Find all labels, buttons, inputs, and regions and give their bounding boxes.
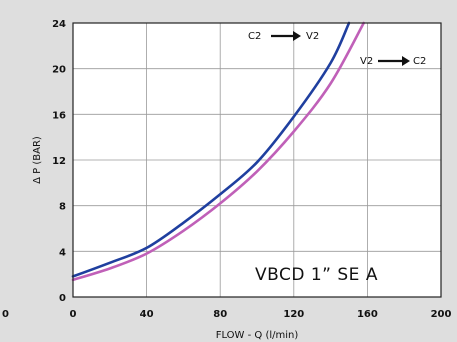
annotation-v2-to-c2-to: C2 bbox=[413, 56, 426, 67]
x-tick-label: 200 bbox=[431, 309, 452, 320]
left-edge-label: 0 bbox=[2, 309, 9, 320]
y-tick-label: 0 bbox=[59, 293, 66, 304]
annotation-v2-to-c2: V2 C2 bbox=[360, 56, 426, 67]
x-axis-title: FLOW - Q (l/min) bbox=[216, 330, 299, 341]
annotation-c2-to-v2: C2 V2 bbox=[248, 31, 319, 42]
y-tick-label: 24 bbox=[52, 19, 66, 30]
y-tick-label: 4 bbox=[59, 247, 66, 258]
x-tick-label: 160 bbox=[357, 309, 378, 320]
model-label: VBCD 1” SE A bbox=[255, 265, 378, 285]
annotation-v2-to-c2-from: V2 bbox=[360, 56, 373, 67]
arrow-right-icon bbox=[271, 31, 301, 41]
grid-lines bbox=[72, 22, 442, 298]
y-tick-label: 16 bbox=[52, 110, 66, 121]
arrow-right-icon bbox=[378, 56, 410, 66]
x-tick-label: 120 bbox=[283, 309, 304, 320]
series-line-c2-to-v2 bbox=[71, 21, 351, 278]
x-tick-label: 40 bbox=[140, 309, 154, 320]
y-tick-label: 20 bbox=[52, 65, 66, 76]
series-line-v2-to-c2 bbox=[71, 21, 365, 282]
y-tick-label: 8 bbox=[59, 202, 66, 213]
y-tick-label: 12 bbox=[52, 156, 66, 167]
y-axis-title: Δ P (BAR) bbox=[32, 136, 43, 184]
plot-frame bbox=[72, 22, 442, 298]
x-tick-label: 0 bbox=[70, 309, 77, 320]
tick-labels: 0 40 80 120 160 200 0 4 8 12 16 20 24 bbox=[52, 19, 451, 320]
curves bbox=[71, 21, 365, 282]
annotation-c2-to-v2-to: V2 bbox=[306, 31, 319, 42]
x-tick-label: 80 bbox=[213, 309, 227, 320]
annotation-c2-to-v2-from: C2 bbox=[248, 31, 261, 42]
